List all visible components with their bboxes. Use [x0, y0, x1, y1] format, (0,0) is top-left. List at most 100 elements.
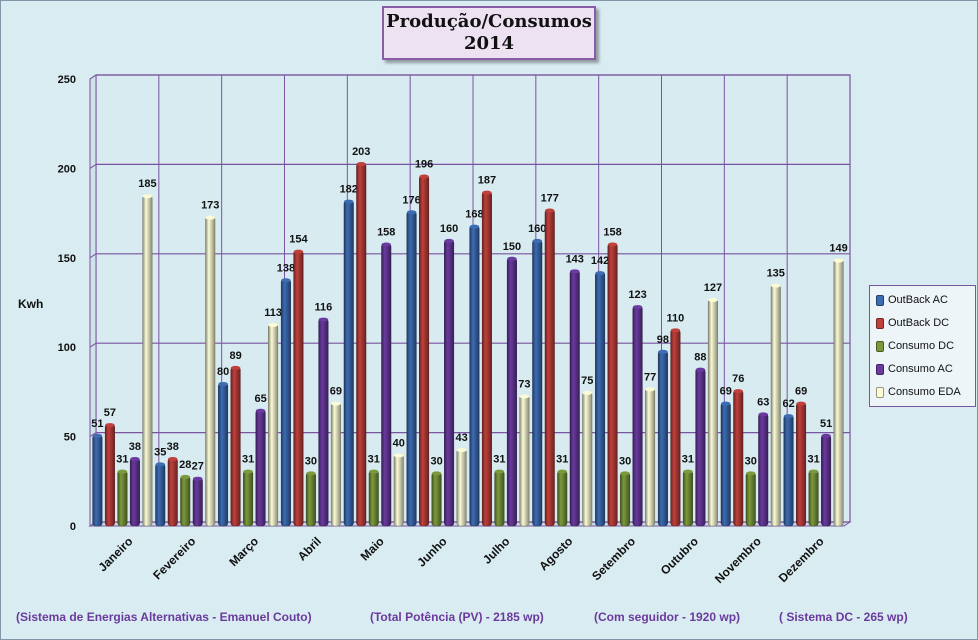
legend-label: OutBack DC [888, 317, 950, 329]
data-label: 57 [104, 407, 116, 419]
bar-consumo-dc [745, 472, 756, 527]
bar-cap [168, 457, 178, 462]
bar-cap [570, 269, 580, 274]
bar-cap [783, 414, 794, 419]
y-tick-label: 250 [58, 74, 76, 86]
y-tick-label: 50 [64, 432, 76, 444]
data-label: 31 [368, 454, 380, 466]
bar-outback-dc [733, 389, 744, 527]
bar-cap [431, 471, 442, 476]
data-label: 40 [393, 437, 405, 449]
bar-outback-ac [343, 200, 354, 527]
legend-item: Consumo EDA [876, 386, 961, 398]
data-label: 149 [829, 243, 847, 255]
data-label: 196 [415, 159, 433, 171]
bar-outback-dc [230, 366, 241, 527]
data-label: 51 [820, 418, 832, 430]
data-label: 80 [217, 366, 229, 378]
data-label: 65 [254, 393, 266, 405]
x-tick-label: Outubro [658, 534, 701, 577]
data-label: 127 [704, 282, 722, 294]
bar-outback-dc [167, 457, 178, 527]
bar-cap [255, 408, 266, 413]
data-label: 176 [402, 194, 420, 206]
bar-outback-dc [293, 250, 304, 527]
bar-cap [369, 469, 379, 474]
bar-cap [193, 476, 203, 481]
bar-cap [808, 469, 819, 474]
bar-cap [142, 194, 153, 199]
data-label: 113 [264, 307, 282, 319]
data-label: 27 [192, 461, 204, 473]
data-label: 116 [315, 302, 333, 314]
chart-subtitle-year: 2014 [463, 33, 515, 54]
data-label: 76 [732, 373, 744, 385]
bar-cap [557, 469, 567, 474]
x-tick-label: Fevereiro [150, 534, 198, 582]
gridline-y-side [89, 342, 97, 348]
bar-consumo-ac [381, 243, 392, 527]
bar-consumo-eda [330, 402, 341, 527]
bar-cap [306, 471, 316, 476]
legend-swatch [876, 386, 884, 398]
bar-consumo-ac [695, 368, 706, 527]
bar-consumo-eda [393, 454, 404, 527]
data-label: 31 [556, 454, 568, 466]
footer-total-power-label: (Total Potência (PV) - 2185 wp) [370, 610, 544, 624]
bar-outback-ac [469, 225, 480, 527]
data-label: 73 [518, 378, 530, 390]
bar-consumo-eda [268, 323, 279, 527]
x-tick-label: Junho [414, 534, 449, 569]
bar-cap [180, 474, 190, 479]
bar-cap [683, 469, 693, 474]
bar-consumo-eda [519, 395, 530, 527]
bar-cap [243, 469, 253, 474]
gridline-y-side [89, 163, 97, 169]
bar-consumo-ac [192, 477, 203, 527]
bar-cap [607, 242, 618, 247]
bar-outback-dc [481, 191, 492, 527]
bar-cap [155, 462, 165, 467]
bar-consumo-dc [557, 470, 568, 527]
data-label: 30 [305, 455, 317, 467]
bar-cap [771, 283, 781, 288]
bar-outback-dc [356, 162, 367, 527]
legend-label: Consumo DC [888, 340, 955, 352]
data-label: 51 [91, 418, 103, 430]
bar-consumo-ac [569, 270, 580, 527]
bar-cap [632, 305, 643, 310]
x-tick-label: Dezembro [776, 534, 827, 585]
data-label: 62 [782, 398, 794, 410]
bar-consumo-dc [620, 472, 631, 527]
legend-item: OutBack DC [876, 317, 949, 329]
bar-outback-dc [544, 209, 555, 527]
bar-outback-ac [218, 382, 229, 527]
data-label: 88 [694, 352, 706, 364]
legend-label: OutBack AC [888, 294, 948, 306]
bar-cap [758, 412, 768, 417]
bar-outback-ac [657, 350, 668, 527]
x-tick-label: Agosto [536, 534, 575, 573]
data-label: 31 [682, 454, 694, 466]
data-label: 168 [465, 209, 483, 221]
gridline-y-side [89, 253, 97, 259]
bar-consumo-eda [456, 448, 467, 527]
data-label: 31 [807, 454, 819, 466]
bar-consumo-dc [431, 472, 442, 527]
bar-consumo-dc [243, 470, 254, 527]
footer-system-label: (Sistema de Energias Alternativas - Eman… [16, 610, 312, 624]
footer-tracker-label: (Com seguidor - 1920 wp) [594, 610, 741, 624]
bar-cap [721, 401, 731, 406]
bar-consumo-dc [180, 475, 191, 527]
bar-cap [645, 387, 655, 392]
legend-label: Consumo EDA [888, 386, 961, 398]
bar-outback-ac [783, 414, 794, 527]
data-label: 30 [430, 455, 442, 467]
x-tick-label: Setembro [589, 534, 638, 583]
data-label: 154 [289, 234, 308, 246]
x-tick-label: Maio [358, 534, 387, 563]
bar-consumo-dc [368, 470, 379, 527]
data-label: 89 [229, 350, 241, 362]
bar-cap [218, 381, 228, 386]
bar-cap [695, 367, 706, 372]
